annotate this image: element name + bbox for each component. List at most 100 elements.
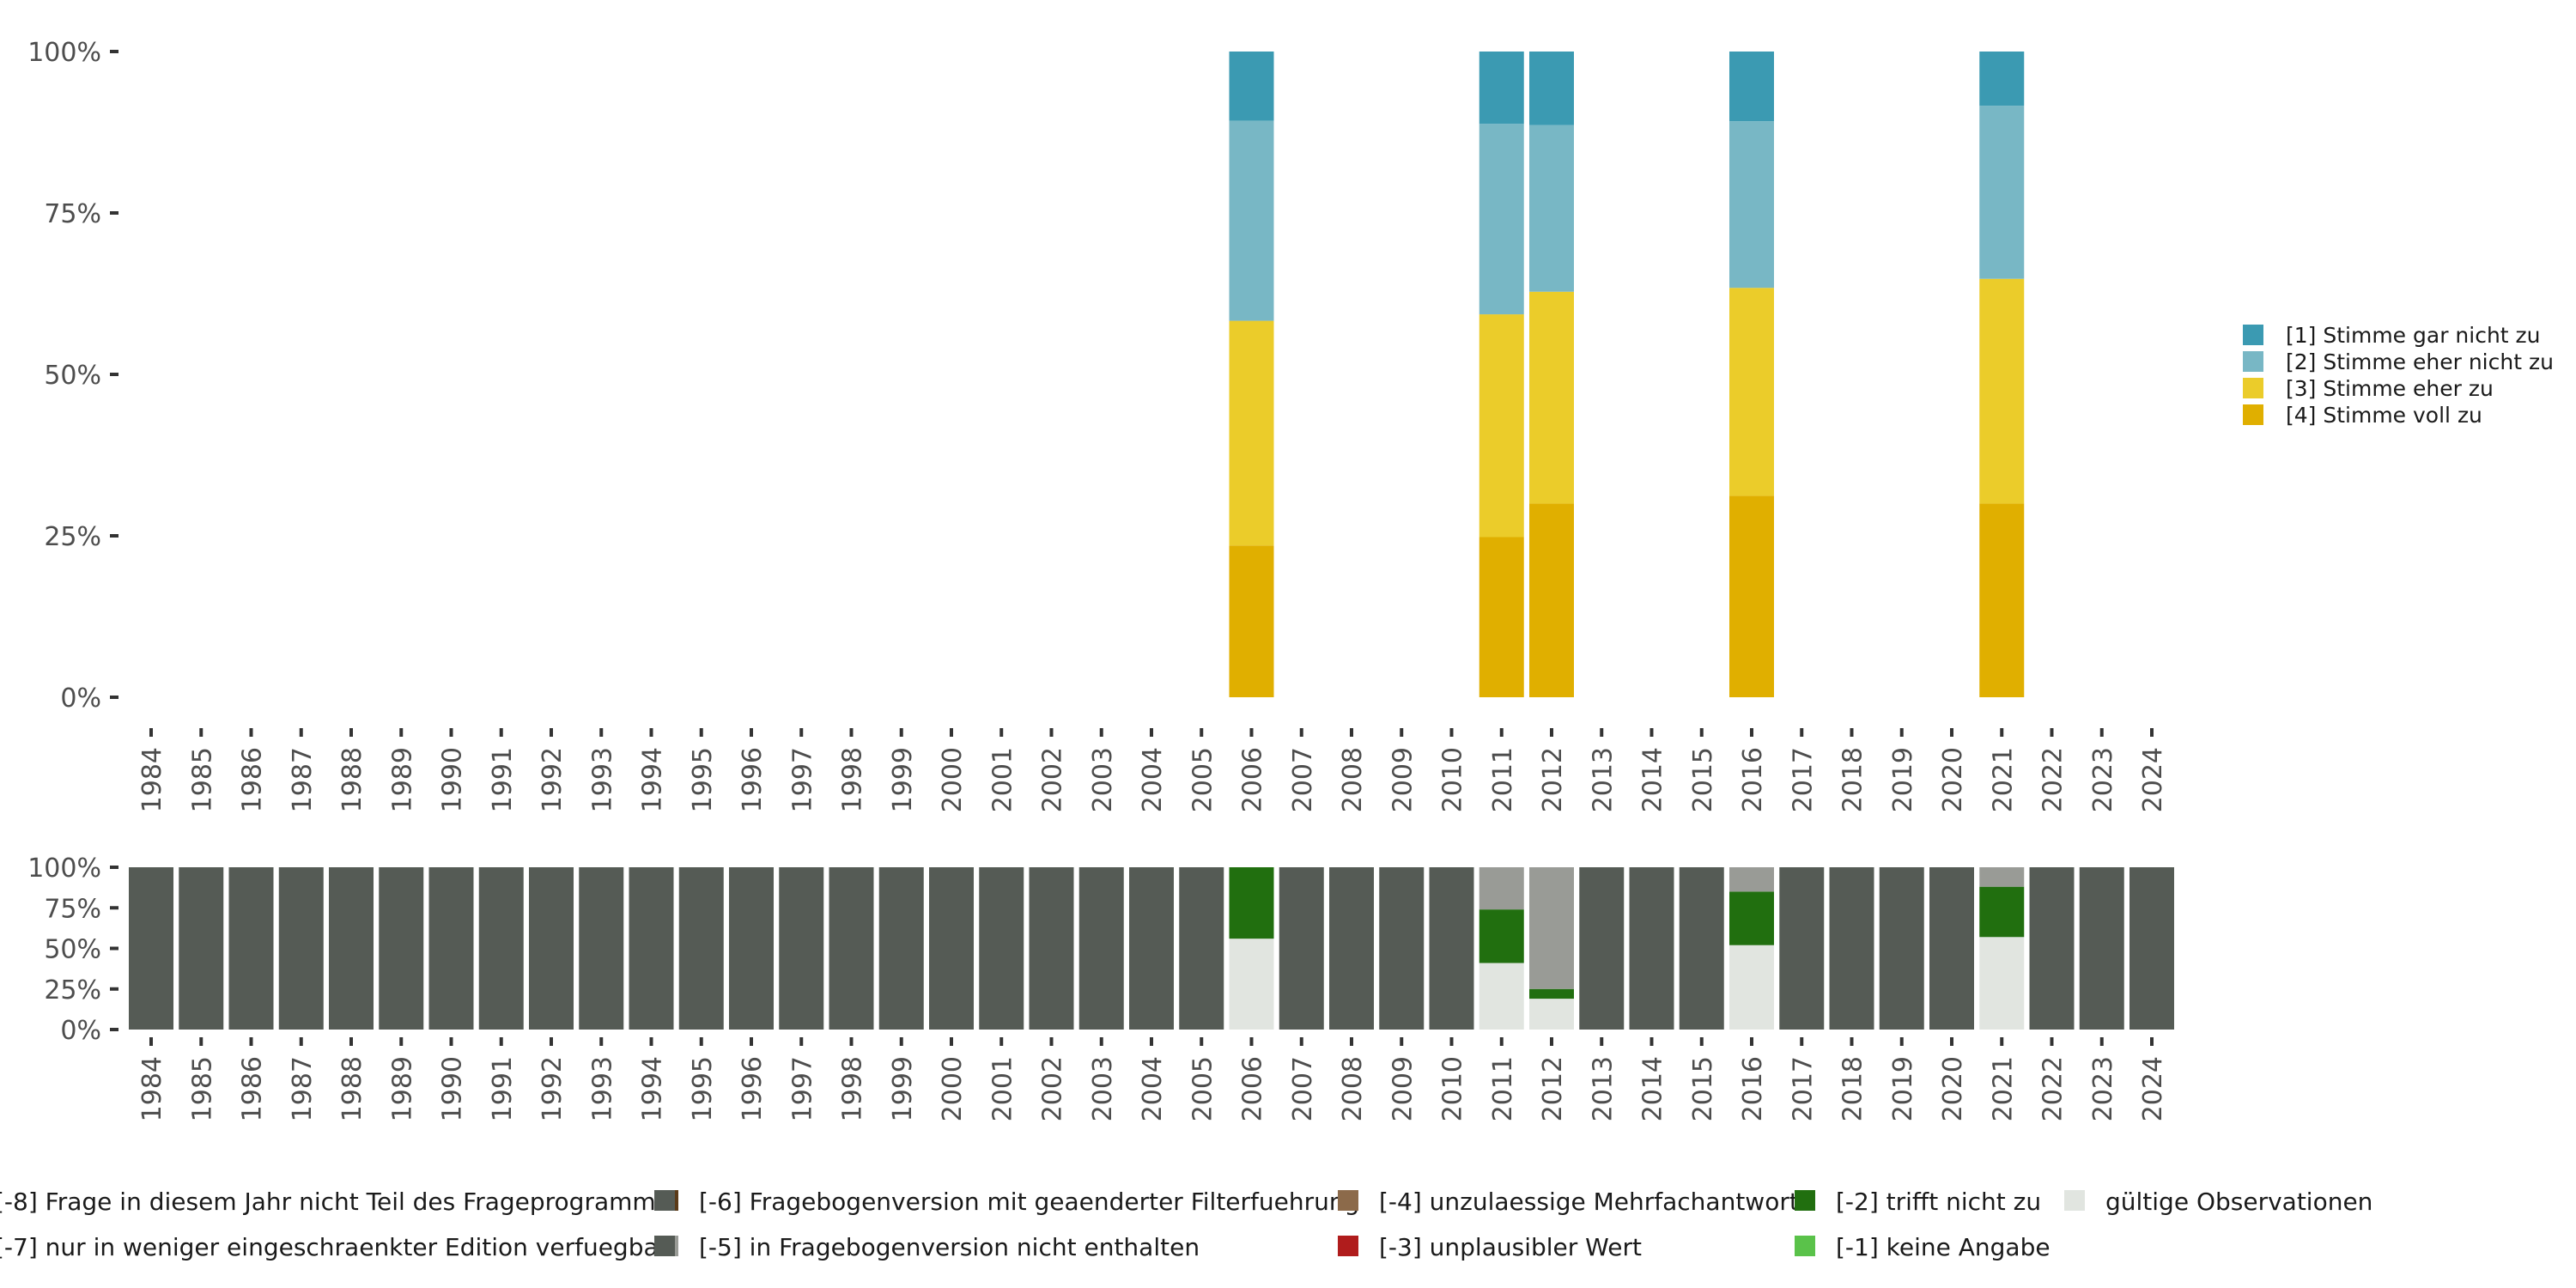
bottom-x-tick-label: 1993: [587, 1056, 617, 1121]
top-bar-2016-1-stimme-gar-nicht-zu: [1729, 52, 1774, 122]
bottom-bar-2023-8-frage-in-diesem-jahr-nicht-teil-des-frageprogramms: [2079, 867, 2124, 1030]
bottom-x-tick-label: 1996: [738, 1056, 768, 1121]
bottom-bar-2001-8-frage-in-diesem-jahr-nicht-teil-des-frageprogramms: [979, 867, 1024, 1030]
top-legend-label: [1] Stimme gar nicht zu: [2286, 323, 2541, 348]
bottom-bar-1987-8-frage-in-diesem-jahr-nicht-teil-des-frageprogramms: [278, 867, 324, 1030]
top-x-tick-label: 2013: [1588, 747, 1618, 812]
top-y-tick-label: 25%: [44, 522, 101, 552]
bottom-x-tick-label: 2022: [2038, 1056, 2069, 1121]
bottom-bar-1995-8-frage-in-diesem-jahr-nicht-teil-des-frageprogramms: [678, 867, 724, 1030]
bottom-x-tick-label: 2007: [1288, 1056, 1318, 1121]
bottom-bar-1992-8-frage-in-diesem-jahr-nicht-teil-des-frageprogramms: [529, 867, 574, 1030]
top-legend: [1] Stimme gar nicht zu[2] Stimme eher n…: [2243, 323, 2554, 428]
bottom-bar-2003-8-frage-in-diesem-jahr-nicht-teil-des-frageprogramms: [1078, 867, 1124, 1030]
bottom-y-tick-label: 0%: [60, 1016, 101, 1046]
top-x-tick-label: 2023: [2088, 747, 2118, 812]
bottom-bar-1998-8-frage-in-diesem-jahr-nicht-teil-des-frageprogramms: [829, 867, 874, 1030]
bottom-bar-2014-8-frage-in-diesem-jahr-nicht-teil-des-frageprogramms: [1629, 867, 1674, 1030]
top-legend-label: [4] Stimme voll zu: [2286, 403, 2482, 428]
top-legend-label: [3] Stimme eher zu: [2286, 376, 2494, 401]
bottom-bar-2016-g-ltige-observationen: [1729, 945, 1774, 1030]
bottom-x-tick-label: 2006: [1238, 1056, 1268, 1121]
top-x-tick-label: 1995: [688, 747, 718, 812]
top-x-tick-label: 2000: [938, 747, 968, 812]
bottom-bar-2017-8-frage-in-diesem-jahr-nicht-teil-des-frageprogramms: [1779, 867, 1825, 1030]
bottom-legend-label: [-6] Fragebogenversion mit geaenderter F…: [699, 1188, 1359, 1216]
bottom-x-tick-label: 2004: [1138, 1056, 1168, 1121]
bottom-bar-2019-8-frage-in-diesem-jahr-nicht-teil-des-frageprogramms: [1879, 867, 1924, 1030]
bottom-x-tick-label: 2015: [1688, 1056, 1718, 1121]
bottom-x-tick-label: 2019: [1888, 1056, 1918, 1121]
top-legend-key-1-stimme-gar-nicht-zu: [2243, 325, 2263, 345]
bottom-x-tick-label: 2024: [2138, 1056, 2168, 1121]
top-bar-2012-3-stimme-eher-zu: [1529, 291, 1574, 504]
bottom-bar-1986-8-frage-in-diesem-jahr-nicht-teil-des-frageprogramms: [228, 867, 274, 1030]
top-bar-2021-4-stimme-voll-zu: [1979, 503, 2025, 697]
top-x-tick-label: 1999: [888, 747, 918, 812]
bottom-bar-2021-g-ltige-observationen: [1979, 937, 2025, 1030]
top-x-tick-label: 2016: [1738, 747, 1768, 812]
bottom-y-tick-label: 25%: [44, 975, 101, 1005]
top-x-tick-label: 1990: [438, 747, 468, 812]
top-bar-2016-4-stimme-voll-zu: [1729, 495, 1774, 697]
bottom-bar-1985-8-frage-in-diesem-jahr-nicht-teil-des-frageprogramms: [179, 867, 224, 1030]
bottom-x-tick-label: 2002: [1038, 1056, 1068, 1121]
bottom-bar-1993-8-frage-in-diesem-jahr-nicht-teil-des-frageprogramms: [579, 867, 624, 1030]
bottom-legend-label: [-8] Frage in diesem Jahr nicht Teil des…: [0, 1188, 668, 1216]
top-x-tick-label: 2014: [1638, 747, 1668, 812]
top-x-tick-label: 2007: [1288, 747, 1318, 812]
top-bar-2021-3-stimme-eher-zu: [1979, 278, 2025, 504]
bottom-bar-1989-8-frage-in-diesem-jahr-nicht-teil-des-frageprogramms: [379, 867, 424, 1030]
bottom-x-tick-label: 2008: [1338, 1056, 1368, 1121]
top-x-tick-label: 2019: [1888, 747, 1918, 812]
bottom-legend-key-g-ltige-observationen: [2064, 1190, 2085, 1211]
top-bar-2006-2-stimme-eher-nicht-zu: [1229, 120, 1274, 321]
top-x-tick-label: 2010: [1438, 747, 1468, 812]
bottom-y-tick-label: 50%: [44, 935, 101, 965]
top-x-tick-label: 2012: [1538, 747, 1568, 812]
top-x-tick-label: 2005: [1188, 747, 1218, 812]
bottom-x-tick-label: 1994: [638, 1056, 668, 1121]
bottom-legend-label: [-2] trifft nicht zu: [1836, 1188, 2041, 1216]
top-x-tick-label: 1992: [538, 747, 568, 812]
top-x-tick-label: 2004: [1138, 747, 1168, 812]
top-bar-2011-4-stimme-voll-zu: [1479, 537, 1524, 697]
top-bar-2006-3-stimme-eher-zu: [1229, 320, 1274, 546]
bottom-bar-2012-2-trifft-nicht-zu: [1529, 988, 1574, 999]
top-bar-2012-1-stimme-gar-nicht-zu: [1529, 52, 1574, 125]
bottom-x-tick-label: 1984: [137, 1056, 167, 1121]
top-x-tick-label: 1984: [137, 747, 167, 812]
top-x-tick-label: 2020: [1938, 747, 1968, 812]
bottom-bar-2011-g-ltige-observationen: [1479, 963, 1524, 1030]
bottom-bar-2020-8-frage-in-diesem-jahr-nicht-teil-des-frageprogramms: [1929, 867, 1974, 1030]
top-legend-key-3-stimme-eher-zu: [2243, 378, 2263, 398]
bottom-x-tick-label: 1998: [838, 1056, 868, 1121]
bottom-x-tick-label: 2018: [1838, 1056, 1868, 1121]
bottom-bar-2012-5-in-fragebogenversion-nicht-enthalten: [1529, 867, 1574, 989]
bottom-bar-2008-8-frage-in-diesem-jahr-nicht-teil-des-frageprogramms: [1329, 867, 1374, 1030]
bottom-x-tick-label: 1987: [288, 1056, 318, 1121]
bottom-x-tick-label: 2001: [987, 1056, 1018, 1121]
bottom-bar-1996-8-frage-in-diesem-jahr-nicht-teil-des-frageprogramms: [729, 867, 774, 1030]
bottom-bar-2006-2-trifft-nicht-zu: [1229, 867, 1274, 939]
top-y-tick-label: 100%: [27, 38, 101, 68]
bottom-bar-1994-8-frage-in-diesem-jahr-nicht-teil-des-frageprogramms: [629, 867, 674, 1030]
top-bar-2011-1-stimme-gar-nicht-zu: [1479, 52, 1524, 125]
bottom-legend-label: gültige Observationen: [2105, 1188, 2372, 1216]
bottom-x-tick-label: 1995: [688, 1056, 718, 1121]
bottom-legend: [-8] Frage in diesem Jahr nicht Teil des…: [0, 1188, 2372, 1261]
bottom-legend-key-2-trifft-nicht-zu: [1795, 1190, 1815, 1211]
bottom-x-tick-label: 2009: [1388, 1056, 1418, 1121]
bottom-x-tick-label: 2020: [1938, 1056, 1968, 1121]
top-x-tick-label: 1991: [488, 747, 518, 812]
top-bar-2006-4-stimme-voll-zu: [1229, 545, 1274, 697]
bottom-bar-1997-8-frage-in-diesem-jahr-nicht-teil-des-frageprogramms: [779, 867, 824, 1030]
top-x-tick-label: 2015: [1688, 747, 1718, 812]
top-legend-key-2-stimme-eher-nicht-zu: [2243, 351, 2263, 372]
bottom-legend-label: [-1] keine Angabe: [1836, 1233, 2050, 1261]
top-y-tick-label: 0%: [60, 683, 101, 714]
bottom-x-tick-label: 2011: [1488, 1056, 1518, 1121]
top-x-tick-label: 2011: [1488, 747, 1518, 812]
bottom-bar-2007-8-frage-in-diesem-jahr-nicht-teil-des-frageprogramms: [1279, 867, 1324, 1030]
